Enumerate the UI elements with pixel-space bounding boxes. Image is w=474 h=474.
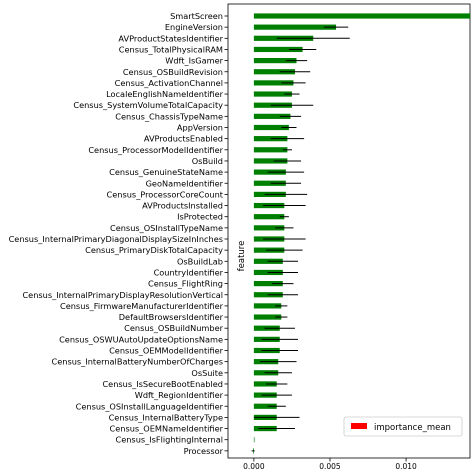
- legend: importance_mean: [343, 416, 463, 437]
- bar: [253, 381, 277, 387]
- y-tick-label: Census_InternalPrimaryDiagonalDisplaySiz…: [9, 234, 223, 244]
- plot-frame: [227, 3, 471, 459]
- bar: [253, 58, 297, 64]
- x-tick-label: 0.000: [243, 462, 265, 471]
- y-axis-label: feature: [237, 241, 247, 272]
- bar: [253, 124, 289, 131]
- bar: [253, 281, 283, 287]
- y-tick-label: Census_TotalPhysicalRAM: [119, 44, 223, 54]
- y-tick-label: AppVersion: [177, 123, 223, 133]
- y-tick-label: GeoNameIdentifier: [146, 178, 224, 188]
- y-tick-label: Census_OEMNameIdentifier: [110, 424, 224, 434]
- bar: [253, 113, 291, 119]
- y-tick-label: DefaultBrowsersIdentifier: [119, 312, 224, 322]
- y-tick-label: Census_ProcessorCoreCount: [107, 189, 224, 199]
- y-tick-label: Census_IsFlightingInternal: [115, 435, 223, 445]
- y-tick-label: LocaleEnglishNameIdentifier: [106, 89, 223, 99]
- bar: [253, 24, 337, 30]
- y-tick-label: Census_OSInstallTypeName: [110, 223, 223, 233]
- y-tick-label: OsSuite: [191, 368, 223, 378]
- bar: [253, 80, 294, 86]
- y-tick-label: Census_InternalPrimaryDisplayResolutionV…: [22, 290, 223, 300]
- x-tick-label: 0.010: [395, 462, 417, 471]
- y-tick-label: Census_InternalBatteryType: [109, 412, 223, 422]
- y-tick-label: Processor: [184, 446, 224, 456]
- y-tick-label: Census_PrimaryDiskTotalCapacity: [85, 245, 223, 255]
- bar: [253, 314, 282, 320]
- legend-label: importance_mean: [374, 423, 451, 433]
- bar: [253, 91, 292, 97]
- y-tick-label: Census_IsSecureBootEnabled: [102, 379, 223, 389]
- bar: [253, 136, 288, 142]
- plot-area: 0.000 0.005 0.010SmartScreenEngineVersionA…: [9, 3, 471, 471]
- bar: [253, 147, 288, 153]
- y-tick-label: Census_SystemVolumeTotalCapacity: [73, 100, 223, 110]
- y-tick-label: Census_ChassisTypeName: [115, 111, 223, 121]
- y-tick-label: Census_GenuineStateName: [109, 167, 223, 177]
- y-tick-label: Census_InternalBatteryNumberOfCharges: [52, 357, 223, 367]
- y-tick-label: Census_FirmwareManufacturerIdentifier: [60, 301, 224, 311]
- y-tick-label: EngineVersion: [165, 22, 223, 32]
- bar: [253, 69, 295, 75]
- bar: [253, 303, 282, 309]
- y-tick-label: CountryIdentifier: [154, 267, 224, 277]
- legend-swatch: [351, 423, 367, 429]
- bar: [253, 437, 255, 443]
- y-tick-label: Census_OSInstallLanguageIdentifier: [76, 401, 224, 411]
- y-tick-label: AVProductsInstalled: [142, 201, 223, 211]
- y-tick-label: Census_OSBuildRevision: [123, 67, 223, 77]
- bar: [253, 46, 303, 53]
- bar: [253, 225, 285, 231]
- y-tick-label: AVProductsEnabled: [144, 134, 223, 144]
- y-tick-label: Wdft_RegionIdentifier: [135, 390, 224, 400]
- x-tick-label: 0.005: [319, 462, 341, 471]
- y-tick-label: Census_FlightRing: [148, 279, 223, 289]
- y-tick-label: Census_ProcessorModelIdentifier: [88, 145, 223, 155]
- y-tick-label: SmartScreen: [170, 11, 223, 21]
- y-tick-label: Census_ActivationChannel: [115, 78, 223, 88]
- y-tick-label: Census_OSBuildNumber: [124, 323, 223, 333]
- legend-box: [343, 416, 463, 437]
- y-tick-label: AVProductStatesIdentifier: [118, 33, 223, 43]
- bar: [253, 214, 285, 220]
- y-tick-label: Census_OSWUAutoUpdateOptionsName: [59, 334, 223, 344]
- bar: [253, 403, 277, 409]
- y-tick-label: Census_OEMModelIdentifier: [109, 346, 224, 356]
- y-tick-label: OsBuildLab: [177, 256, 223, 266]
- bar: [253, 180, 286, 186]
- bar: [253, 158, 288, 164]
- y-tick-label: Wdft_IsGamer: [165, 56, 223, 66]
- bar: [253, 13, 470, 19]
- y-tick-label: IsProtected: [177, 212, 223, 222]
- y-tick-label: OsBuild: [192, 156, 223, 166]
